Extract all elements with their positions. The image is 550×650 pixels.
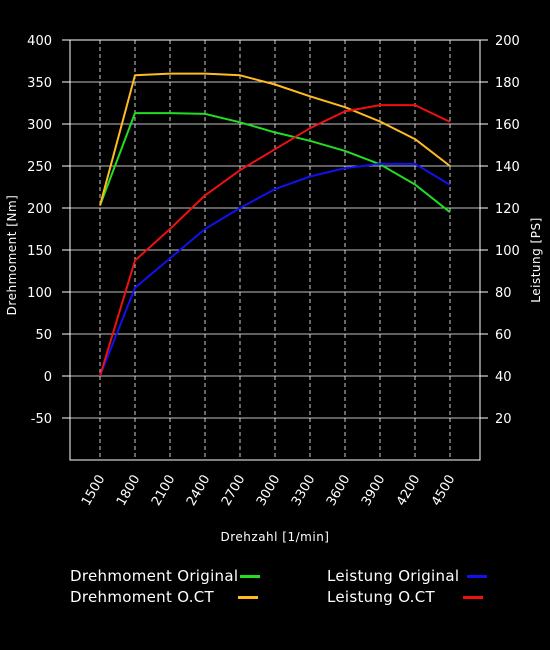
x-tick-label: 1500 [79,473,109,509]
x-tick-label: 3000 [254,473,284,509]
legend-label: Leistung O.CT [327,588,435,606]
x-tick-label: 2100 [149,473,179,509]
y2-tick-label: 80 [495,286,512,301]
y2-tick-label: 120 [495,202,520,217]
x-tick-label: 3900 [359,473,389,509]
y-tick-label: 350 [27,76,52,91]
y2-tick-label: 20 [495,412,512,427]
y-tick-label: 150 [27,244,52,259]
x-tick-label: 4200 [394,473,424,509]
left-axis-ticks: -50 0 50 100 150 200 250 300 350 400 [27,34,70,427]
series-line-leistung-o-ct [99,104,451,377]
y-tick-label: -50 [31,412,52,427]
y-tick-label: 50 [35,328,52,343]
legend-label: Drehmoment Original [70,567,239,585]
legend: Drehmoment Original Drehmoment O.CT Leis… [0,566,550,610]
y2-tick-label: 40 [495,370,512,385]
y2-tick-label: 200 [495,34,520,49]
y2-axis-title: Leistung [PS] [529,217,543,303]
legend-swatch [238,595,259,599]
x-tick-label: 3300 [289,473,319,509]
x-axis-ticks: 1500 1800 2100 2400 2700 3000 3300 3600 3900 4200… [79,473,459,509]
x-tick-label: 2400 [184,473,214,509]
legend-item-drehmoment-oct: Drehmoment O.CT [70,587,259,607]
series-line-leistung-original [99,162,451,377]
y-axis-title: Drehmoment [Nm] [5,195,19,316]
legend-swatch [467,574,488,578]
y-tick-label: 100 [27,286,52,301]
y-tick-label: 400 [27,34,52,49]
y-tick-label: 250 [27,160,52,175]
x-tick-label: 1800 [114,473,144,509]
legend-item-leistung-oct: Leistung O.CT [327,587,483,607]
legend-label: Drehmoment O.CT [70,588,215,606]
series-line-drehmoment-original [99,112,451,213]
y2-tick-label: 160 [495,118,520,133]
x-tick-label: 4500 [429,473,459,509]
y-tick-label: 0 [44,370,52,385]
legend-label: Leistung Original [327,567,460,585]
x-tick-label: 3600 [324,473,354,509]
y2-tick-label: 140 [495,160,520,175]
legend-swatch [240,574,261,578]
chart: -50 0 50 100 150 200 250 300 350 400 20 40 60 80 100 1… [5,34,543,544]
right-axis-ticks: 20 40 60 80 100 120 140 160 180 200 [480,34,520,427]
series-line-drehmoment-o-ct [99,72,451,206]
y2-tick-label: 60 [495,328,512,343]
legend-swatch [463,595,483,599]
y-tick-label: 200 [27,202,52,217]
series-lines [99,72,451,377]
y2-tick-label: 100 [495,244,520,259]
legend-item-drehmoment-original: Drehmoment Original [70,566,261,586]
x-tick-label: 2700 [219,473,249,509]
x-axis-title: Drehzahl [1/min] [221,530,330,544]
legend-item-leistung-original: Leistung Original [327,566,488,586]
vertical-gridlines [99,40,451,460]
y-tick-label: 300 [27,118,52,133]
y2-tick-label: 180 [495,76,520,91]
